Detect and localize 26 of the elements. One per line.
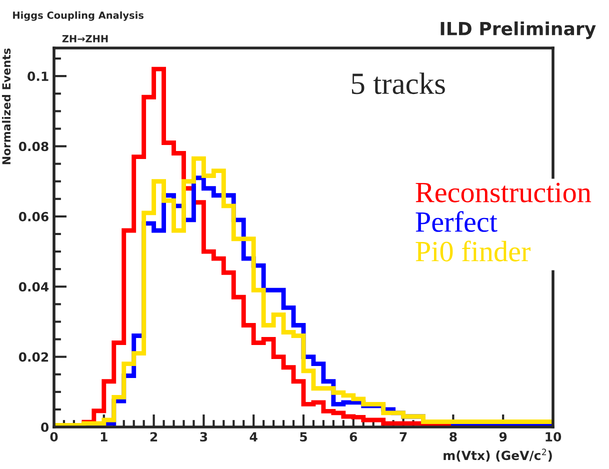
y-tick-label: 0.1 (28, 72, 48, 81)
x-tick-label: 8 (450, 432, 457, 442)
x-tick-label: 6 (350, 432, 358, 442)
x-tick-label: 0 (50, 432, 58, 442)
x-tick-label: 1 (100, 432, 108, 442)
text: Pi0 finder (416, 240, 530, 262)
y-tick-label: 0.04 (18, 282, 49, 292)
x-axis-title: m(Vtx) (GeV/c$^{2}$) (444, 448, 552, 462)
y-tick-label: 0.06 (18, 212, 48, 222)
x-tick-label: 10 (546, 432, 562, 442)
text: ZH→ZHH (62, 35, 108, 42)
x-tick-label: 7 (400, 432, 407, 442)
x-tick-label: 5 (300, 432, 307, 442)
x-tick-label: 4 (250, 432, 258, 442)
y-axis-title: Normalized Events (2, 48, 11, 164)
text: Perfect (416, 211, 498, 232)
annotation: 5 tracks (352, 72, 445, 94)
y-tick-label: 0.08 (18, 142, 48, 152)
y-tick-label: 0.02 (18, 352, 48, 362)
text: Higgs Coupling Analysis (13, 11, 144, 21)
x-tick-label: 2 (150, 432, 158, 442)
text: Reconstruction (416, 182, 592, 202)
y-tick-label: 0 (41, 422, 49, 432)
x-tick-label: 9 (499, 432, 507, 442)
x-tick-label: 3 (200, 432, 208, 442)
chart-title: ILD Preliminary (440, 21, 596, 40)
